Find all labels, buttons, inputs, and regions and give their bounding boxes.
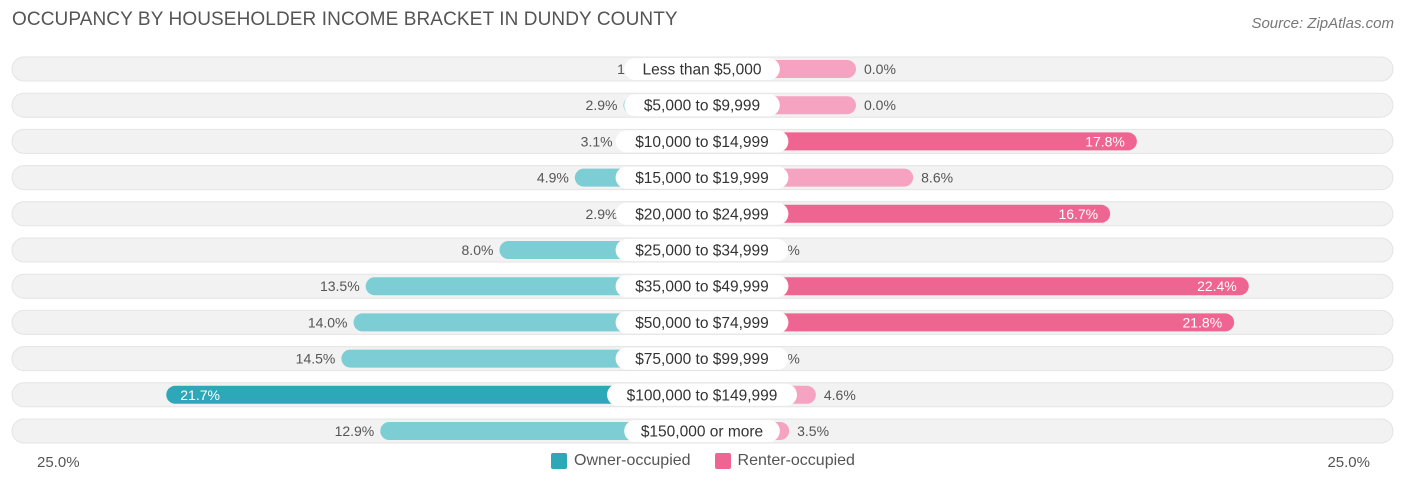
- category-pill: [607, 383, 797, 406]
- category-label: $50,000 to $74,999: [635, 315, 769, 332]
- category-label: $15,000 to $19,999: [635, 170, 769, 187]
- renter-value-label: 0.0%: [864, 97, 896, 113]
- owner-bar: [341, 349, 702, 368]
- category-pill: [615, 347, 789, 370]
- owner-bar: [380, 422, 702, 440]
- legend-label-renter: Renter-occupied: [737, 452, 855, 469]
- owner-value-label: 12.9%: [335, 423, 375, 439]
- legend-item-renter[interactable]: Renter-occupied: [714, 452, 855, 470]
- renter-bar: [702, 277, 1249, 296]
- chart-source: Source: ZipAtlas.com: [1251, 15, 1394, 32]
- axis-right-label: 25.0%: [1327, 454, 1370, 471]
- renter-value-label: 21.8%: [1182, 314, 1222, 330]
- category-label: $10,000 to $14,999: [635, 134, 769, 151]
- category-pill: [624, 420, 780, 442]
- renter-value-label: 8.6%: [921, 170, 953, 186]
- owner-bar: [353, 313, 702, 332]
- renter-value-label: 3.5%: [797, 423, 829, 439]
- category-pill: [615, 239, 789, 261]
- axis-left-label: 25.0%: [37, 454, 80, 471]
- renter-value-label: 22.4%: [1197, 278, 1237, 294]
- renter-value-label: 4.6%: [824, 387, 856, 403]
- category-pill: [615, 166, 789, 189]
- renter-value-label: 0.0%: [864, 61, 896, 77]
- owner-value-label: 21.7%: [180, 387, 220, 403]
- renter-bar: [702, 204, 1111, 223]
- renter-value-label: 17.8%: [1085, 133, 1125, 149]
- owner-value-label: 14.5%: [296, 351, 336, 367]
- owner-value-label: 2.9%: [586, 206, 618, 222]
- category-pill: [615, 275, 789, 298]
- category-label: $75,000 to $99,999: [635, 351, 769, 368]
- owner-value-label: 14.0%: [308, 314, 348, 330]
- legend-label-owner: Owner-occupied: [574, 452, 691, 469]
- category-pill: [615, 130, 789, 153]
- category-label: $20,000 to $24,999: [635, 206, 769, 223]
- owner-value-label: 13.5%: [320, 278, 360, 294]
- legend-item-owner[interactable]: Owner-occupied: [551, 452, 691, 470]
- owner-value-label: 8.0%: [462, 242, 494, 258]
- category-label: $35,000 to $49,999: [635, 279, 769, 296]
- category-label: Less than $5,000: [643, 62, 762, 79]
- category-pill: [624, 94, 780, 117]
- category-pill: [615, 311, 789, 334]
- owner-bar: [166, 385, 703, 404]
- category-label: $100,000 to $149,999: [627, 387, 778, 404]
- owner-value-label: 3.1%: [581, 133, 613, 149]
- category-label: $5,000 to $9,999: [644, 98, 760, 115]
- category-pill: [624, 58, 780, 80]
- renter-bar: [702, 313, 1235, 332]
- renter-value-label: 16.7%: [1058, 206, 1098, 222]
- legend-swatch-renter: [714, 453, 731, 469]
- owner-value-label: 4.9%: [537, 170, 569, 186]
- category-label: $150,000 or more: [641, 424, 763, 441]
- owner-value-label: 2.9%: [586, 97, 618, 113]
- category-label: $25,000 to $34,999: [635, 243, 769, 260]
- legend-swatch-owner: [551, 453, 568, 469]
- renter-bar: [702, 132, 1137, 151]
- category-pill: [615, 202, 789, 225]
- chart-title: OCCUPANCY BY HOUSEHOLDER INCOME BRACKET …: [12, 9, 678, 30]
- legend: Owner-occupied Renter-occupied: [0, 452, 1406, 470]
